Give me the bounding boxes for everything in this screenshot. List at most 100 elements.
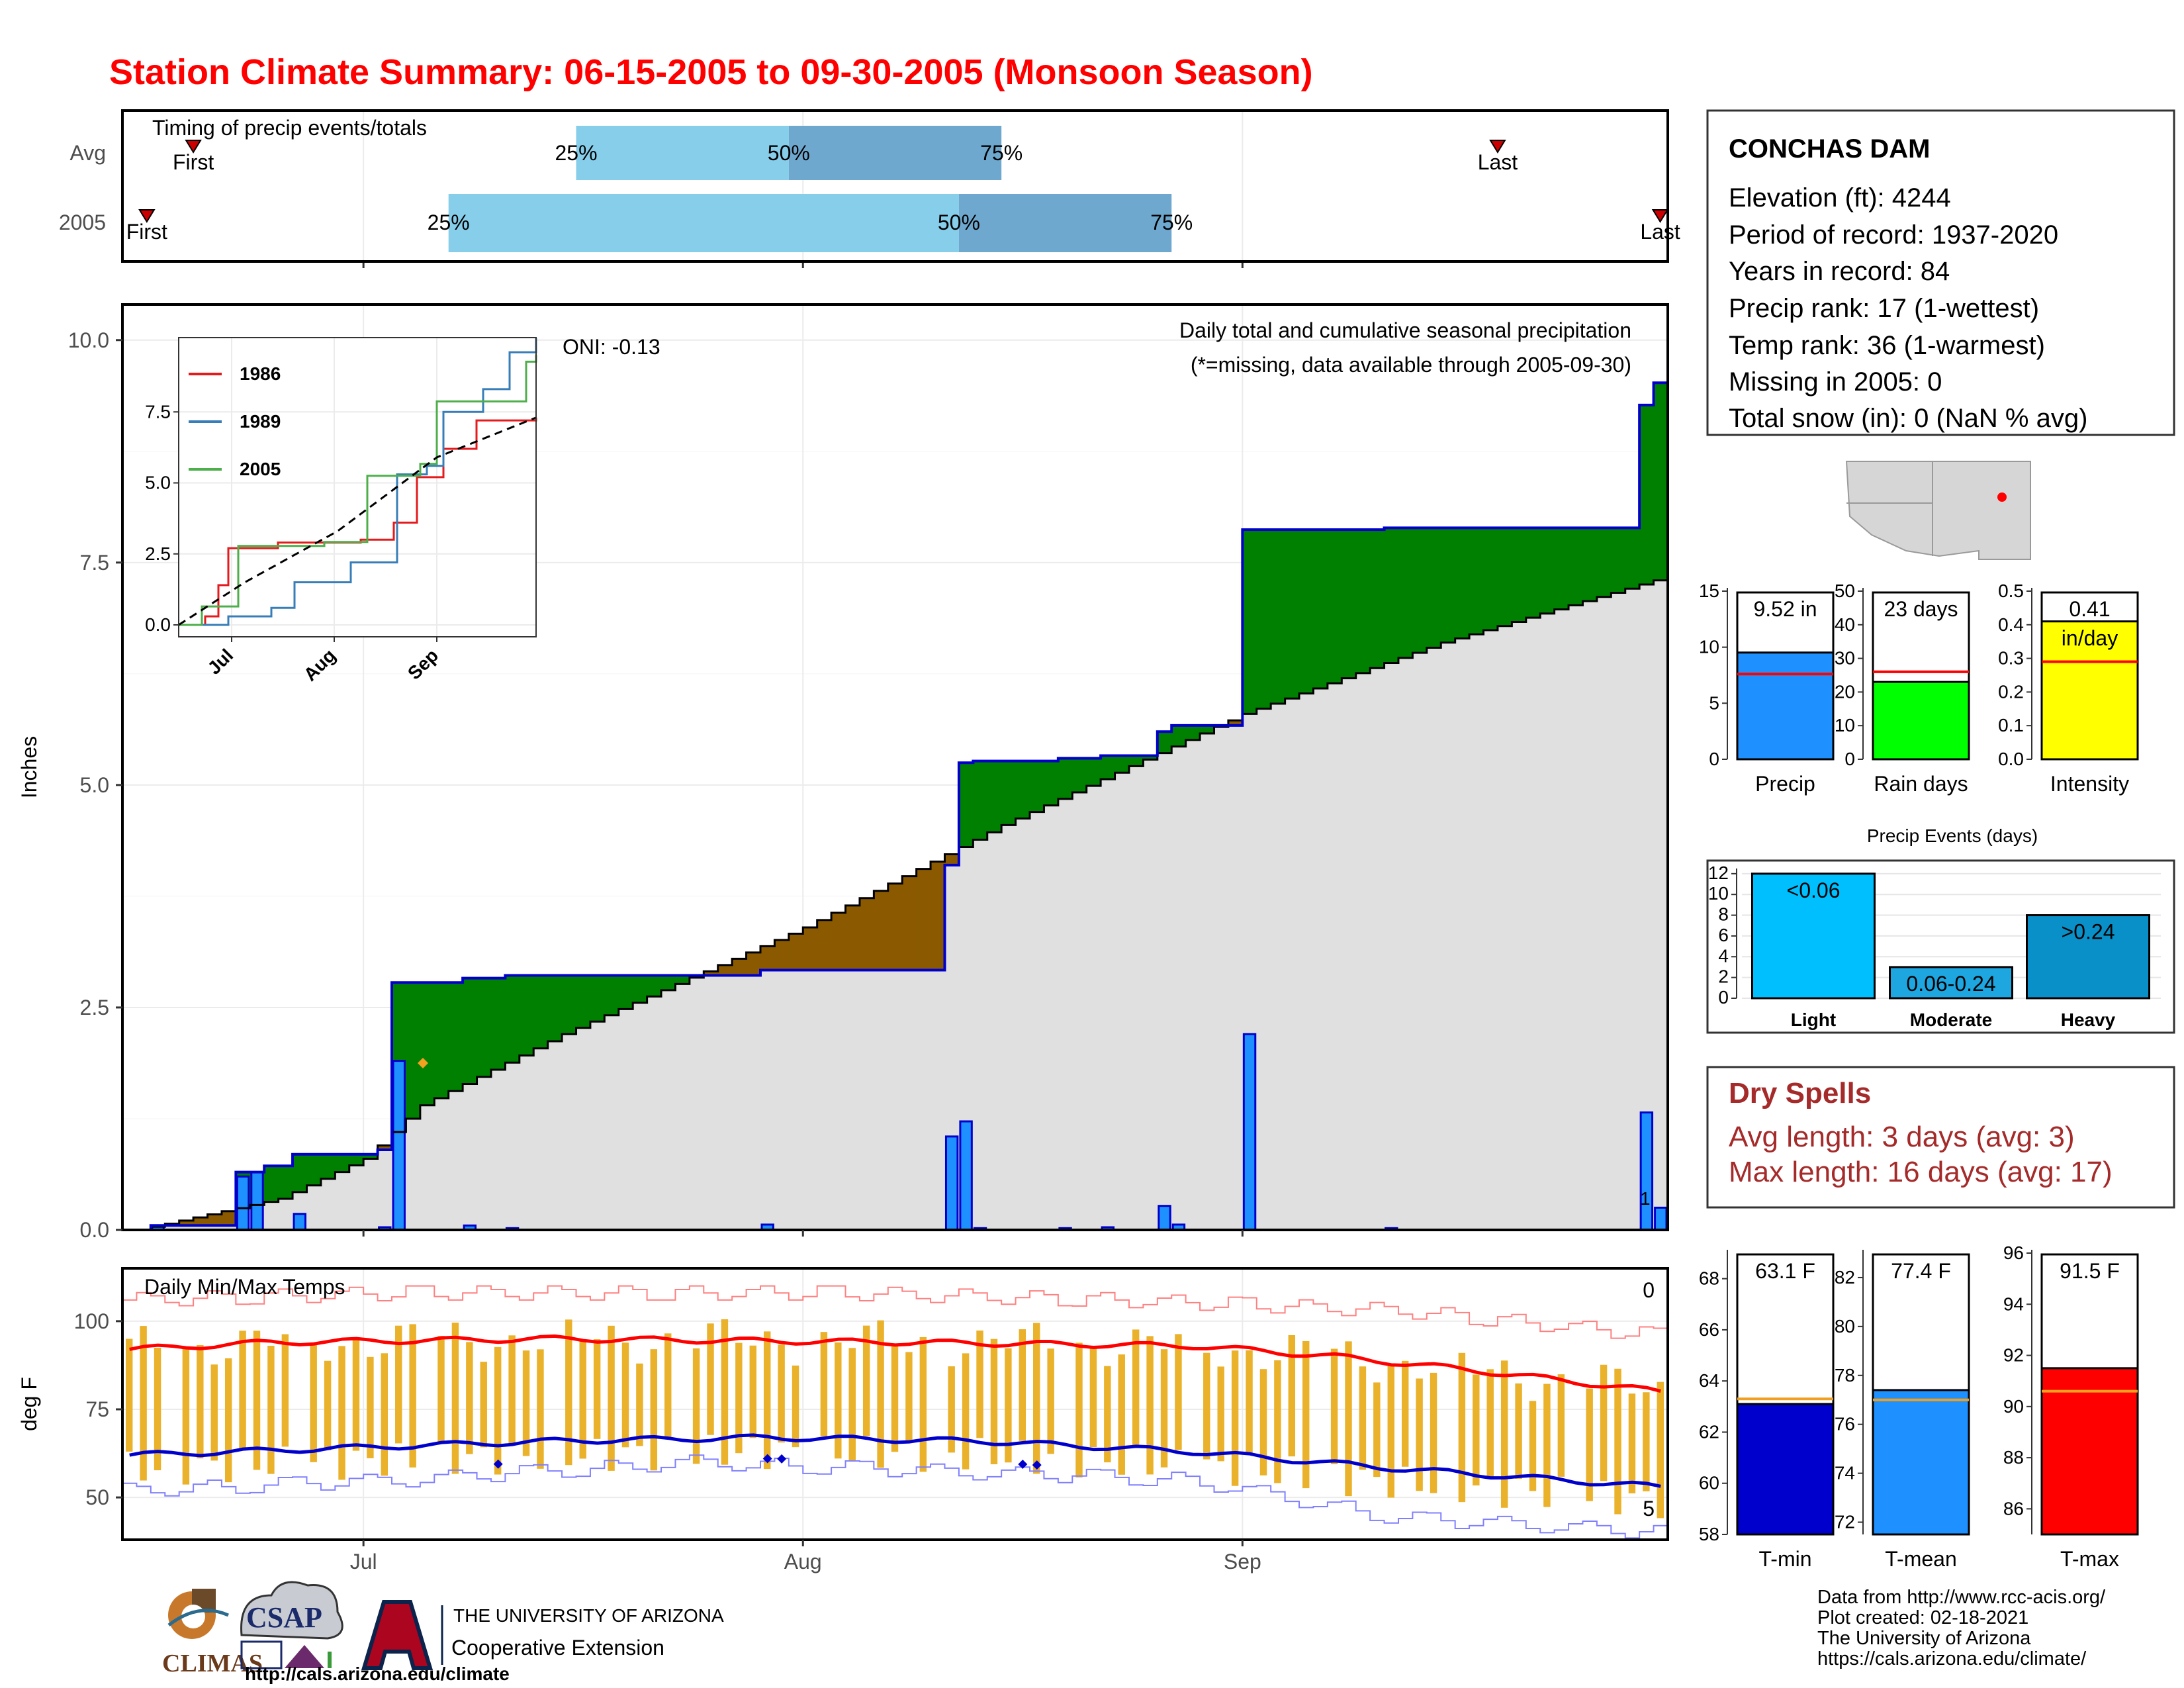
below-average-area (193, 1217, 208, 1226)
station-elevation: Elevation (ft): 4244 (1729, 183, 1951, 212)
events-tick-label: 4 (1718, 945, 1729, 966)
above-average-area (335, 1154, 350, 1172)
daily-temp-range-bar (664, 1333, 672, 1438)
above-average-area (1497, 528, 1512, 626)
y-tick-label: 0.0 (80, 1218, 109, 1242)
above-average-area (576, 975, 591, 1028)
timing-p75-label: 75% (1150, 211, 1193, 234)
daily-temp-range-bar (1345, 1341, 1352, 1497)
timing-p50-label: 50% (938, 211, 980, 234)
summary-tick-label: 72 (1835, 1512, 1855, 1532)
daily-temp-range-bar (480, 1362, 487, 1448)
daily-precip-bar (1158, 1205, 1171, 1230)
timing-p50-label: 50% (768, 141, 810, 165)
summary-value-bar (2040, 620, 2139, 761)
above-average-area (1185, 725, 1201, 740)
daily-temp-range-bar (451, 1323, 459, 1474)
above-average-area (463, 978, 478, 1084)
above-average-area (1200, 725, 1215, 733)
summary-value-bar (1736, 651, 1835, 761)
above-average-area (1412, 528, 1428, 653)
precip-events-title: Precip Events (days) (1867, 825, 2038, 846)
timing-bar-q2 (788, 126, 1002, 180)
y-tick-label: 5.0 (80, 773, 109, 797)
daily-temp-range-bar (1643, 1392, 1650, 1491)
above-average-area (1611, 528, 1626, 593)
inset-y-tick-label: 5.0 (145, 473, 171, 493)
daily-temp-range-bar (1160, 1349, 1168, 1468)
daily-temp-range-bar (1118, 1354, 1125, 1475)
below-average-area (704, 971, 719, 976)
above-average-area (519, 975, 534, 1056)
summary-tick-label: 58 (1699, 1524, 1719, 1544)
timing-row-label-avg: Avg (69, 141, 106, 165)
daily-temp-range-bar (182, 1347, 190, 1485)
events-bar-label: >0.24 (2062, 920, 2115, 944)
summary-tick-label: 0.2 (1998, 681, 2024, 702)
summary-category-label: T-mean (1885, 1547, 1956, 1571)
daily-temp-range-bar (1132, 1329, 1140, 1446)
above-average-area (1398, 528, 1414, 658)
below-average-area (732, 959, 747, 976)
summary-value-bar (2040, 1367, 2139, 1536)
station-years: Years in record: 84 (1729, 257, 1950, 286)
temp-summary-charts: 58 60 62 64 66 68 63.1 F T-min 72 74 76 78 80 82 77.4 … (1699, 1243, 2139, 1571)
above-average-area (406, 982, 421, 1119)
summary-tick-label: 0.3 (1998, 648, 2024, 669)
events-tick-label: 10 (1708, 883, 1729, 904)
daily-temp-range-bar (1075, 1342, 1083, 1477)
above-average-area (633, 975, 648, 1003)
daily-temp-range-bar (1089, 1346, 1097, 1448)
footer-created: Plot created: 02-18-2021 (1817, 1607, 2028, 1628)
daily-precip-bar (1242, 1033, 1257, 1230)
events-category-label: Moderate (1910, 1009, 1992, 1030)
inset-y-tick-label: 0.0 (145, 614, 171, 635)
summary-tick-label: 94 (2003, 1293, 2024, 1314)
record-low-marker (493, 1459, 503, 1469)
daily-temp-range-bar (1047, 1348, 1054, 1454)
daily-temp-range-bar (1486, 1369, 1494, 1478)
summary-tick-label: 15 (1699, 581, 1719, 601)
summary-category-label: Precip (1755, 772, 1815, 796)
daily-temp-range-bar (1387, 1366, 1394, 1498)
summary-tick-label: 10 (1835, 715, 1855, 735)
summary-tick-label: 10 (1699, 637, 1719, 657)
y-tick-label: 2.5 (80, 996, 109, 1019)
daily-temp-range-bar (579, 1340, 586, 1459)
inset-series-2005 (179, 354, 537, 626)
below-average-area (760, 946, 776, 970)
daily-temp-range-bar (948, 1366, 955, 1453)
above-average-area (1044, 761, 1059, 806)
daily-temp-range-bar (281, 1334, 289, 1447)
above-average-area (448, 982, 463, 1092)
daily-temp-range-bar (267, 1345, 275, 1474)
avg-max-line (129, 1334, 1661, 1393)
summary-value-label: 0.41 (2069, 597, 2110, 621)
daily-temp-range-bar (466, 1342, 473, 1454)
daily-temp-range-bar (1628, 1393, 1636, 1493)
record-marker (418, 1058, 428, 1068)
above-average-area (1171, 725, 1187, 747)
summary-value-label: 23 days (1884, 597, 1958, 621)
above-average-area (1072, 758, 1087, 792)
daily-temp-range-bar (1657, 1382, 1664, 1519)
summary-category-label: Rain days (1874, 772, 1968, 796)
timing-bar-q2 (958, 194, 1172, 252)
daily-temp-range-bar (1500, 1360, 1508, 1508)
daily-temp-range-bar (919, 1336, 927, 1472)
locator-map (1845, 461, 2031, 560)
summary-category-label: Intensity (2050, 772, 2129, 796)
first-event-label: First (173, 150, 214, 174)
summary-value-bar (1736, 1403, 1835, 1536)
below-average-area (1228, 720, 1243, 726)
below-average-area (377, 1145, 392, 1150)
daily-temp-range-bar (877, 1320, 884, 1468)
daily-temp-range-bar (1005, 1348, 1012, 1463)
daily-temp-range-bar (1557, 1374, 1565, 1477)
daily-temp-range-bar (395, 1325, 402, 1444)
daily-temp-range-bar (962, 1353, 970, 1470)
daily-temp-range-bar (778, 1344, 785, 1443)
summary-tick-label: 0 (1709, 749, 1719, 769)
daily-temp-range-bar (1515, 1383, 1522, 1479)
